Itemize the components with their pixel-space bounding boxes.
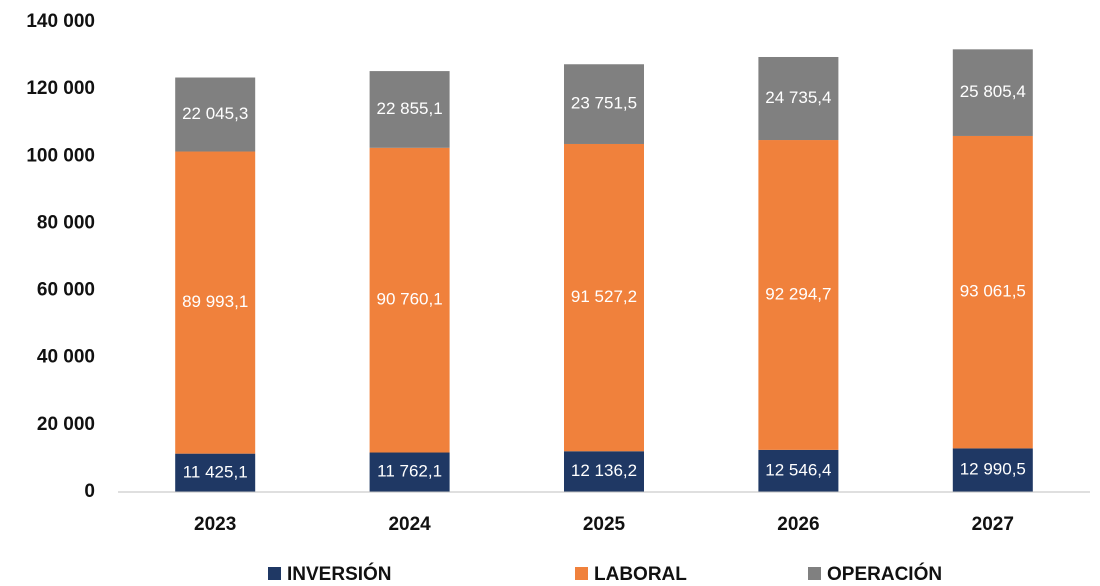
legend-swatch: [268, 567, 281, 580]
bar-segment: [564, 451, 644, 492]
y-tick-label: 40 000: [37, 347, 95, 368]
y-tick-label: 60 000: [37, 280, 95, 301]
data-label: 92 294,7: [765, 284, 831, 303]
data-label: 93 061,5: [960, 282, 1026, 301]
data-label: 90 760,1: [377, 290, 443, 309]
bar-segment: [758, 56, 839, 141]
data-label: 91 527,2: [571, 287, 637, 306]
legend-label: OPERACIÓN: [827, 563, 942, 585]
data-label: 24 735,4: [765, 88, 831, 107]
bar-segment: [952, 49, 1033, 136]
legend-label: INVERSIÓN: [287, 563, 392, 585]
y-tick-label: 100 000: [26, 145, 95, 166]
x-tick-label: 2026: [777, 514, 819, 535]
data-label: 12 546,4: [765, 460, 831, 479]
x-tick-label: 2025: [583, 514, 626, 535]
bar-segment: [564, 64, 644, 144]
legend-swatch: [575, 567, 588, 580]
bar-segment: [175, 77, 256, 152]
x-tick-label: 2024: [388, 514, 431, 535]
x-tick-label: 2023: [194, 514, 236, 535]
data-label: 11 425,1: [183, 462, 248, 481]
data-label: 12 136,2: [571, 461, 637, 480]
y-tick-label: 120 000: [26, 78, 95, 99]
y-tick-label: 0: [84, 481, 95, 502]
bar-segment: [369, 147, 450, 453]
data-label: 11 762,1: [377, 462, 442, 481]
y-tick-label: 140 000: [26, 11, 95, 32]
data-label: 25 805,4: [960, 82, 1026, 101]
y-tick-label: 20 000: [37, 414, 95, 435]
legend-label: LABORAL: [594, 564, 687, 585]
bar-segment: [369, 452, 450, 492]
legend-swatch: [808, 567, 821, 580]
data-label: 22 855,1: [377, 99, 443, 118]
bar-segment: [369, 71, 450, 148]
bar-segment: [175, 453, 256, 492]
x-tick-label: 2027: [972, 514, 1014, 535]
y-tick-label: 80 000: [37, 212, 95, 233]
data-label: 22 045,3: [182, 104, 248, 123]
bar-segment: [175, 151, 256, 454]
bar-segment: [952, 135, 1033, 449]
bar-segment: [758, 140, 839, 450]
data-label: 89 993,1: [182, 292, 248, 311]
bar-segment: [758, 449, 839, 492]
bar-segment: [564, 143, 644, 452]
data-label: 23 751,5: [571, 94, 637, 113]
data-label: 12 990,5: [960, 460, 1026, 479]
bar-segment: [952, 448, 1033, 492]
